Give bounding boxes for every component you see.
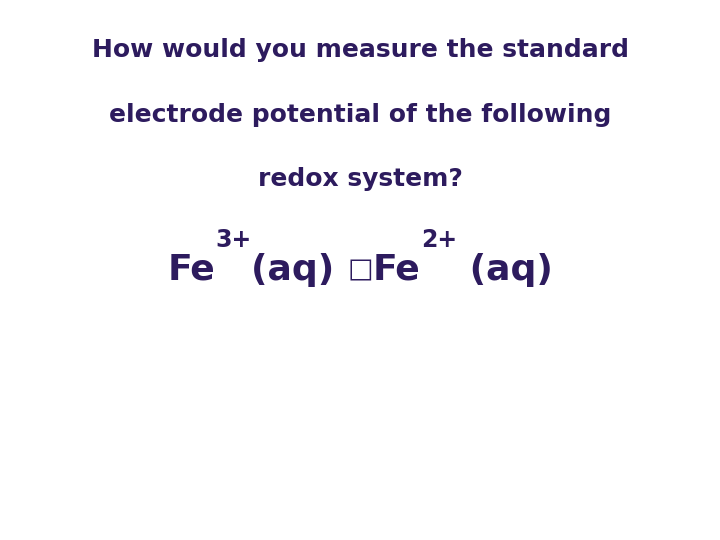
Text: 3+: 3+ bbox=[215, 228, 251, 252]
Text: electrode potential of the following: electrode potential of the following bbox=[109, 103, 611, 126]
Text: (aq): (aq) bbox=[456, 253, 553, 287]
Text: Fe: Fe bbox=[167, 253, 215, 287]
Text: Fe: Fe bbox=[373, 253, 420, 287]
Text: 2+: 2+ bbox=[420, 228, 456, 252]
Text: □: □ bbox=[347, 257, 373, 283]
Text: How would you measure the standard: How would you measure the standard bbox=[91, 38, 629, 62]
Text: (aq): (aq) bbox=[251, 253, 347, 287]
Text: redox system?: redox system? bbox=[258, 167, 462, 191]
